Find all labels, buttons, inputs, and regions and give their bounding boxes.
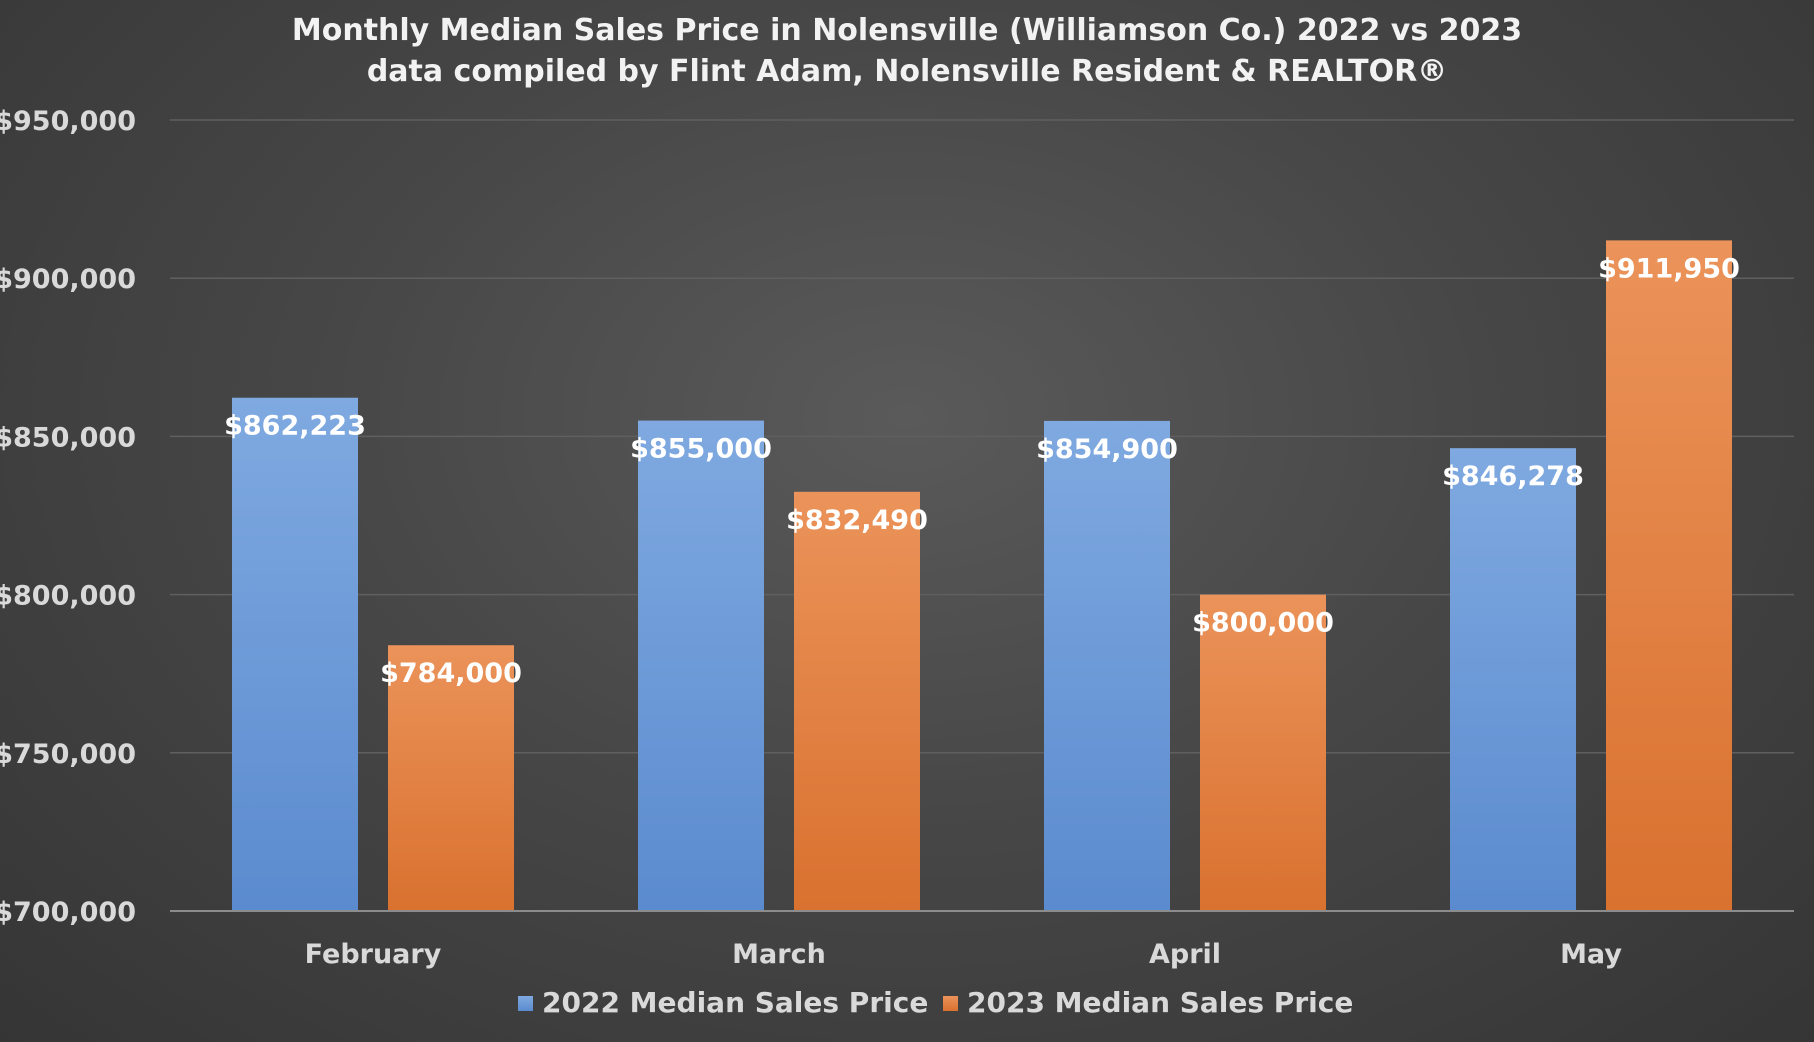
bar-2023-may [1606,240,1732,911]
y-tick-label: $800,000 [0,581,136,612]
chart-subtitle: data compiled by Flint Adam, Nolensville… [367,54,1447,89]
legend-swatch-2023 [943,996,958,1011]
chart-title: Monthly Median Sales Price in Nolensvill… [292,13,1522,48]
bar-2022-may [1450,448,1576,911]
legend-item-2022: 2022 Median Sales Price [518,986,928,1019]
legend-item-2023: 2023 Median Sales Price [943,986,1353,1019]
bar-2023-april [1200,594,1326,911]
bar-2023-march [794,491,920,911]
bar-2022-april [1044,420,1170,911]
legend-swatch-2022 [518,996,533,1011]
data-label-2022-april: $854,900 [1036,434,1178,465]
y-tick-label: $700,000 [0,897,136,928]
data-label-2023-may: $911,950 [1598,253,1740,284]
y-tick-label: $950,000 [0,106,136,137]
bar-2022-march [638,420,764,911]
legend-label-2023: 2023 Median Sales Price [967,986,1353,1019]
y-tick-label: $900,000 [0,264,136,295]
x-tick-label: February [305,939,442,970]
legend: 2022 Median Sales Price 2023 Median Sale… [518,986,1353,1019]
legend-label-2022: 2022 Median Sales Price [542,986,928,1019]
data-label-2022-february: $862,223 [224,411,366,442]
x-axis-ticks: February March April May [305,939,1623,970]
y-axis-ticks: $700,000 $750,000 $800,000 $850,000 $900,000… [0,106,136,928]
y-tick-label: $850,000 [0,422,136,453]
data-label-2022-may: $846,278 [1442,461,1584,492]
data-label-2023-february: $784,000 [380,658,522,689]
x-tick-label: April [1149,939,1221,970]
data-labels: $862,223 $784,000 $855,000 $832,490 $854,900… [224,253,1740,689]
data-label-2023-april: $800,000 [1192,608,1334,639]
x-tick-label: May [1560,939,1622,970]
data-label-2023-march: $832,490 [786,505,928,536]
bars [232,240,1732,911]
bar-2023-february [388,645,514,911]
x-tick-label: March [732,939,826,970]
y-tick-label: $750,000 [0,739,136,770]
bar-2022-february [232,397,358,911]
data-label-2022-march: $855,000 [630,434,772,465]
